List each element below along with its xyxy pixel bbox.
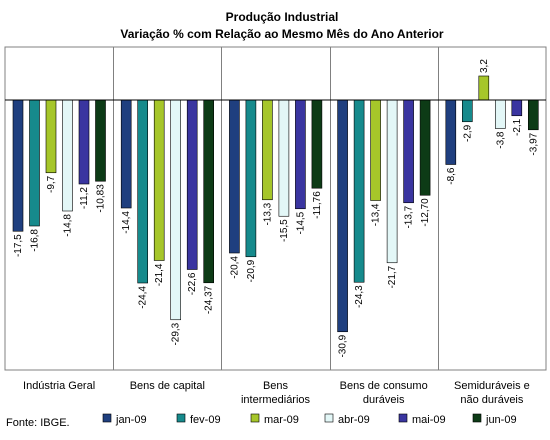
bar-mai-09-4 <box>403 99 414 204</box>
category-label: Bens de capital <box>130 380 205 392</box>
value-label: -21,7 <box>387 265 398 288</box>
bar-jan-09-5 <box>445 99 457 165</box>
bar-mar-09-2 <box>153 99 165 261</box>
chart-subtitle: Variação % com Relação ao Mesmo Mês do A… <box>120 27 444 41</box>
legend-label: fev-09 <box>190 414 221 426</box>
value-label: 3,2 <box>479 59 490 73</box>
legend-label: jan-09 <box>115 414 147 426</box>
value-label: -11,2 <box>79 187 90 209</box>
bar-fev-09-1 <box>29 99 40 227</box>
legend-swatch <box>176 413 186 423</box>
value-label: -12,70 <box>420 198 431 227</box>
bar-jan-09-1 <box>12 99 24 232</box>
value-label: -3,8 <box>495 131 506 149</box>
legend-swatch <box>324 413 334 423</box>
bar-fev-09-2 <box>137 99 148 284</box>
category-label: Indústria Geral <box>23 380 95 392</box>
category-label: Semiduráveis e <box>454 380 530 392</box>
category-label: Bens de consumo <box>340 380 428 392</box>
category-label: intermediários <box>241 394 311 406</box>
bar-mai-09-3 <box>295 99 306 210</box>
value-label: -2,1 <box>512 118 523 136</box>
bar-abr-09-2 <box>170 99 181 321</box>
bar-abr-09-1 <box>62 99 73 212</box>
bar-mar-09-3 <box>262 99 273 201</box>
bar-fev-09-4 <box>353 99 365 283</box>
value-label: -9,7 <box>46 175 57 193</box>
value-label: -17,5 <box>13 234 24 257</box>
chart-title: Produção Industrial <box>226 10 339 24</box>
legend-label: mar-09 <box>264 414 299 426</box>
value-label: -14,4 <box>121 211 132 234</box>
bar-jun-09-3 <box>311 99 323 189</box>
legend-swatch <box>102 413 112 423</box>
value-label: -13,4 <box>371 203 382 226</box>
bar-mar-09-1 <box>45 99 57 174</box>
source-note: Fonte: IBGE. <box>6 417 70 429</box>
legend-label: jun-09 <box>485 414 517 426</box>
legend-swatch <box>398 413 408 423</box>
bar-abr-09-3 <box>278 99 290 217</box>
value-label: -16,8 <box>30 229 41 252</box>
category-label: Bens <box>263 380 289 392</box>
bar-mar-09-4 <box>370 99 381 201</box>
value-label: -29,3 <box>171 322 182 345</box>
value-label: -14,8 <box>63 214 74 237</box>
value-label: -2,9 <box>462 124 473 142</box>
bar-fev-09-3 <box>245 99 257 258</box>
bar-mai-09-2 <box>186 99 198 270</box>
bar-mai-09-5 <box>511 99 523 117</box>
value-label: -20,4 <box>229 256 240 279</box>
value-label: -22,6 <box>187 272 198 295</box>
bar-fev-09-5 <box>461 99 473 123</box>
value-label: -14,5 <box>295 211 306 234</box>
category-label: não duráveis <box>460 394 523 406</box>
bar-jun-09-1 <box>95 99 106 182</box>
bar-mai-09-1 <box>78 99 90 185</box>
value-label: -30,9 <box>338 334 349 357</box>
value-label: -10,83 <box>96 184 107 213</box>
value-label: -11,76 <box>312 191 323 219</box>
bar-abr-09-5 <box>494 99 506 129</box>
category-label: duráveis <box>363 394 405 406</box>
value-label: -24,3 <box>354 285 365 308</box>
legend-swatch <box>472 413 482 423</box>
value-label: -21,4 <box>154 263 165 286</box>
value-label: -3,97 <box>528 132 539 155</box>
bar-jun-09-2 <box>203 99 214 284</box>
value-label: -24,37 <box>204 285 215 314</box>
legend-label: abr-09 <box>338 414 370 426</box>
value-label: -15,5 <box>279 219 290 242</box>
bar-jun-09-4 <box>419 99 431 196</box>
value-label: -13,7 <box>404 205 415 228</box>
legend-swatch <box>250 413 260 423</box>
bar-jan-09-3 <box>229 99 240 254</box>
value-label: -13,3 <box>262 202 273 225</box>
legend-label: mai-09 <box>412 414 446 426</box>
value-label: -8,6 <box>446 167 457 185</box>
legend: jan-09 fev-09 mar-09 abr-09 mai-09 jun-09 <box>102 413 517 426</box>
bar-jan-09-2 <box>120 99 132 209</box>
bar-mar-09-5 <box>478 75 490 101</box>
bar-abr-09-4 <box>386 99 398 264</box>
bar-jan-09-4 <box>337 99 348 333</box>
value-label: -24,4 <box>138 286 149 309</box>
bar-jun-09-5 <box>527 99 539 131</box>
value-label: -20,9 <box>246 259 257 282</box>
